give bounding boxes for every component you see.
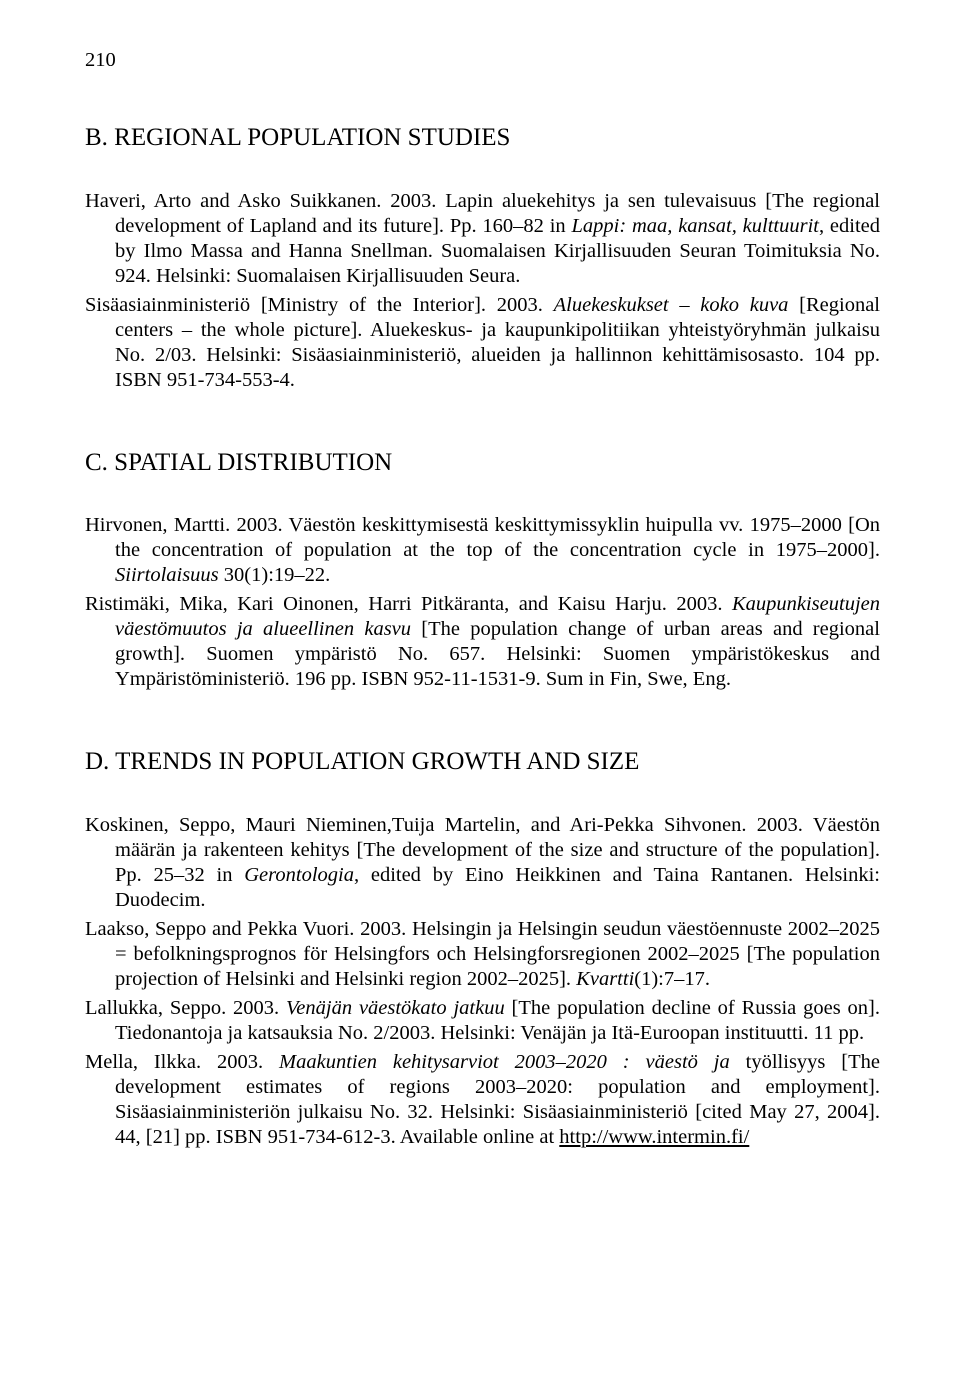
entry-text: Lallukka, Seppo. 2003.: [85, 997, 286, 1019]
entry-text: (1):7–17.: [634, 968, 710, 990]
sections-container: B. REGIONAL POPULATION STUDIES Haveri, Ar…: [85, 123, 880, 1150]
entry-text: 30(1):19–22.: [219, 564, 331, 586]
entry-text: Aluekeskukset – koko kuva: [554, 294, 789, 316]
entry-text: Laakso, Seppo and Pekka Vuori. 2003. Hel…: [85, 918, 880, 990]
entry-text: Gerontologia: [244, 864, 354, 886]
bibliography-entry: Laakso, Seppo and Pekka Vuori. 2003. Hel…: [85, 917, 880, 992]
bibliography-entry: Haveri, Arto and Asko Suikkanen. 2003. L…: [85, 189, 880, 289]
bibliography-entry: Hirvonen, Martti. 2003. Väestön keskitty…: [85, 513, 880, 588]
entry-text: Hirvonen, Martti. 2003. Väestön keskitty…: [85, 514, 880, 561]
document-page: 210 B. REGIONAL POPULATION STUDIES Haveri…: [0, 0, 960, 1395]
page-number: 210: [85, 48, 880, 73]
entry-text: Lappi: maa, kansat, kulttuurit: [571, 215, 818, 237]
entry-text: Mella, Ilkka. 2003.: [85, 1051, 279, 1073]
bibliography-entry: Lallukka, Seppo. 2003. Venäjän väestökat…: [85, 996, 880, 1046]
section-heading: B. REGIONAL POPULATION STUDIES: [85, 123, 880, 154]
bibliography-entry: Koskinen, Seppo, Mauri Nieminen,Tuija Ma…: [85, 813, 880, 913]
bibliography-entry: Ristimäki, Mika, Kari Oinonen, Harri Pit…: [85, 592, 880, 692]
entry-text: Kvartti: [576, 968, 634, 990]
link-text[interactable]: http://www.intermin.fi/: [559, 1126, 749, 1148]
entry-text: Venäjän väestökato jatkuu: [286, 997, 505, 1019]
bibliography-entry: Mella, Ilkka. 2003. Maakuntien kehitysar…: [85, 1050, 880, 1150]
entry-text: Sisäasiainministeriö [Ministry of the In…: [85, 294, 554, 316]
section-heading: D. TRENDS IN POPULATION GROWTH AND SIZE: [85, 747, 880, 778]
entry-text: Ristimäki, Mika, Kari Oinonen, Harri Pit…: [85, 593, 732, 615]
entry-text: Maakuntien kehitysarviot 2003–2020 : väe…: [279, 1051, 746, 1073]
entry-text: Siirtolaisuus: [115, 564, 219, 586]
section-heading: C. SPATIAL DISTRIBUTION: [85, 448, 880, 479]
bibliography-entry: Sisäasiainministeriö [Ministry of the In…: [85, 293, 880, 393]
